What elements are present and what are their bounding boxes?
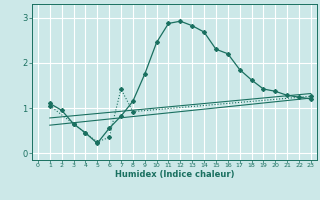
X-axis label: Humidex (Indice chaleur): Humidex (Indice chaleur)	[115, 170, 234, 179]
